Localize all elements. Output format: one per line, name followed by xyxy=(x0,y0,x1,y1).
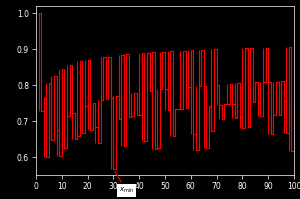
Text: $x_{\rm min}$: $x_{\rm min}$ xyxy=(115,171,134,195)
